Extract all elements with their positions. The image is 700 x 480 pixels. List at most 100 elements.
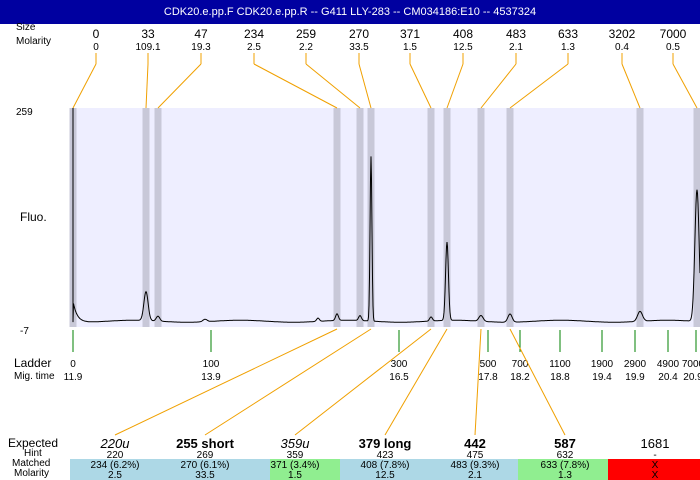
matched-molarity-value: 33.5: [195, 470, 215, 480]
peak-connector-line: [253, 63, 338, 109]
peak-molarity-label: 1.5: [403, 42, 417, 53]
ladder-size-label: 0: [70, 359, 76, 370]
peak-connector-line: [305, 63, 361, 109]
peak-band: [333, 108, 341, 327]
peak-band: [367, 108, 375, 327]
peak-size-label: 7000: [660, 27, 687, 41]
hint-value: 269: [197, 450, 214, 461]
match-status-cell: [180, 459, 270, 480]
matched-molarity-value: X: [652, 470, 659, 480]
hint-value: 632: [557, 450, 574, 461]
fluo-axis-label: Fluo.: [20, 210, 47, 224]
peak-molarity-label: 109.1: [135, 42, 160, 53]
ladder-size-label: 4900: [657, 359, 680, 370]
hint-value: 423: [377, 450, 394, 461]
expected-peak-label: 587: [554, 436, 576, 451]
peak-connector-line: [409, 63, 432, 109]
hint-value: -: [653, 450, 656, 461]
match-status-cell: [340, 459, 420, 480]
ladder-size-label: 500: [480, 359, 497, 370]
hint-label: Hint: [24, 448, 42, 459]
peak-band: [477, 108, 485, 327]
expected-peak-label: 442: [464, 436, 486, 451]
peak-size-label: 408: [453, 27, 473, 41]
peak-molarity-label: 2.2: [299, 42, 313, 53]
expected-connector-line: [509, 328, 566, 436]
ladder-time-label: 20.4: [658, 372, 678, 383]
peak-connector-line: [480, 63, 517, 109]
peak-connector-line: [157, 63, 202, 109]
peak-molarity-label: 2.1: [509, 42, 523, 53]
match-status-cell: [420, 459, 518, 480]
matched-value: 408 (7.8%): [361, 460, 410, 471]
peak-band: [693, 108, 700, 327]
peak-band: [356, 108, 364, 327]
matched-value: 483 (9.3%): [451, 460, 500, 471]
peak-band: [427, 108, 435, 327]
ladder-size-label: 100: [203, 359, 220, 370]
peak-connector-line: [145, 63, 149, 109]
expected-peak-label: 379 long: [359, 436, 412, 451]
matched-value: 371 (3.4%): [271, 460, 320, 471]
molarity-row-label: Molarity: [16, 36, 52, 47]
expected-peak-label: 1681: [641, 436, 670, 451]
matched-molarity-value: 1.3: [558, 470, 572, 480]
plot-area: [70, 108, 700, 327]
matched-value: X: [652, 460, 659, 471]
peak-connector-line: [72, 63, 97, 109]
ladder-size-label: 7000: [682, 359, 700, 370]
ladder-time-label: 11.9: [64, 372, 83, 383]
peak-band: [636, 108, 644, 327]
peak-size-label: 234: [244, 27, 264, 41]
matched-value: 270 (6.1%): [181, 460, 230, 471]
expected-peak-label: 255 short: [176, 436, 234, 451]
hint-value: 475: [467, 450, 484, 461]
ladder-time-label: 13.9: [201, 372, 221, 383]
peak-connector-line: [509, 63, 569, 109]
ladder-size-label: 1100: [549, 359, 571, 370]
y-axis-bottom-label: -7: [20, 326, 29, 337]
peak-connector-line: [358, 63, 372, 109]
match-status-cell: [70, 459, 180, 480]
peak-size-label: 371: [400, 27, 420, 41]
peak-size-label: 33: [141, 27, 155, 41]
peak-band: [142, 108, 150, 327]
peak-band: [154, 108, 162, 327]
hint-value: 359: [287, 450, 304, 461]
matched-molarity-value: 2.5: [108, 470, 122, 480]
molarity-bottom-label: Molarity: [14, 468, 50, 479]
ladder-time-label: 16.5: [389, 372, 409, 383]
peak-size-label: 633: [558, 27, 578, 41]
peak-molarity-label: 0.4: [615, 42, 629, 53]
expected-connector-line: [204, 328, 372, 436]
peak-molarity-label: 33.5: [349, 42, 369, 53]
peak-molarity-label: 0.5: [666, 42, 680, 53]
matched-label: Matched: [12, 458, 51, 469]
peak-size-label: 0: [93, 27, 100, 41]
ladder-size-label: 300: [391, 359, 408, 370]
signal-trace: [72, 108, 700, 323]
ladder-size-label: 700: [512, 359, 529, 370]
match-status-cell: [518, 459, 608, 480]
ladder-time-label: 17.8: [478, 372, 498, 383]
ladder-time-label: 19.9: [625, 372, 645, 383]
peak-connector-line: [672, 63, 698, 109]
peak-size-label: 3202: [609, 27, 636, 41]
matched-value: 234 (6.2%): [91, 460, 140, 471]
peak-molarity-label: 2.5: [247, 42, 261, 53]
ladder-time-label: 18.2: [510, 372, 530, 383]
hint-value: 220: [107, 450, 124, 461]
peak-band: [506, 108, 514, 327]
ladder-time-label: 19.4: [592, 372, 612, 383]
expected-connector-line: [474, 328, 482, 436]
matched-value: 633 (7.8%): [541, 460, 590, 471]
expected-connector-line: [384, 328, 448, 436]
expected-peak-label: 359u: [281, 436, 310, 451]
matched-molarity-value: 2.1: [468, 470, 482, 480]
expected-connector-line: [294, 328, 432, 436]
expected-connector-line: [114, 328, 338, 436]
ladder-size-label: 1900: [591, 359, 614, 370]
match-status-cell: [608, 459, 700, 480]
peak-molarity-label: 19.3: [191, 42, 211, 53]
